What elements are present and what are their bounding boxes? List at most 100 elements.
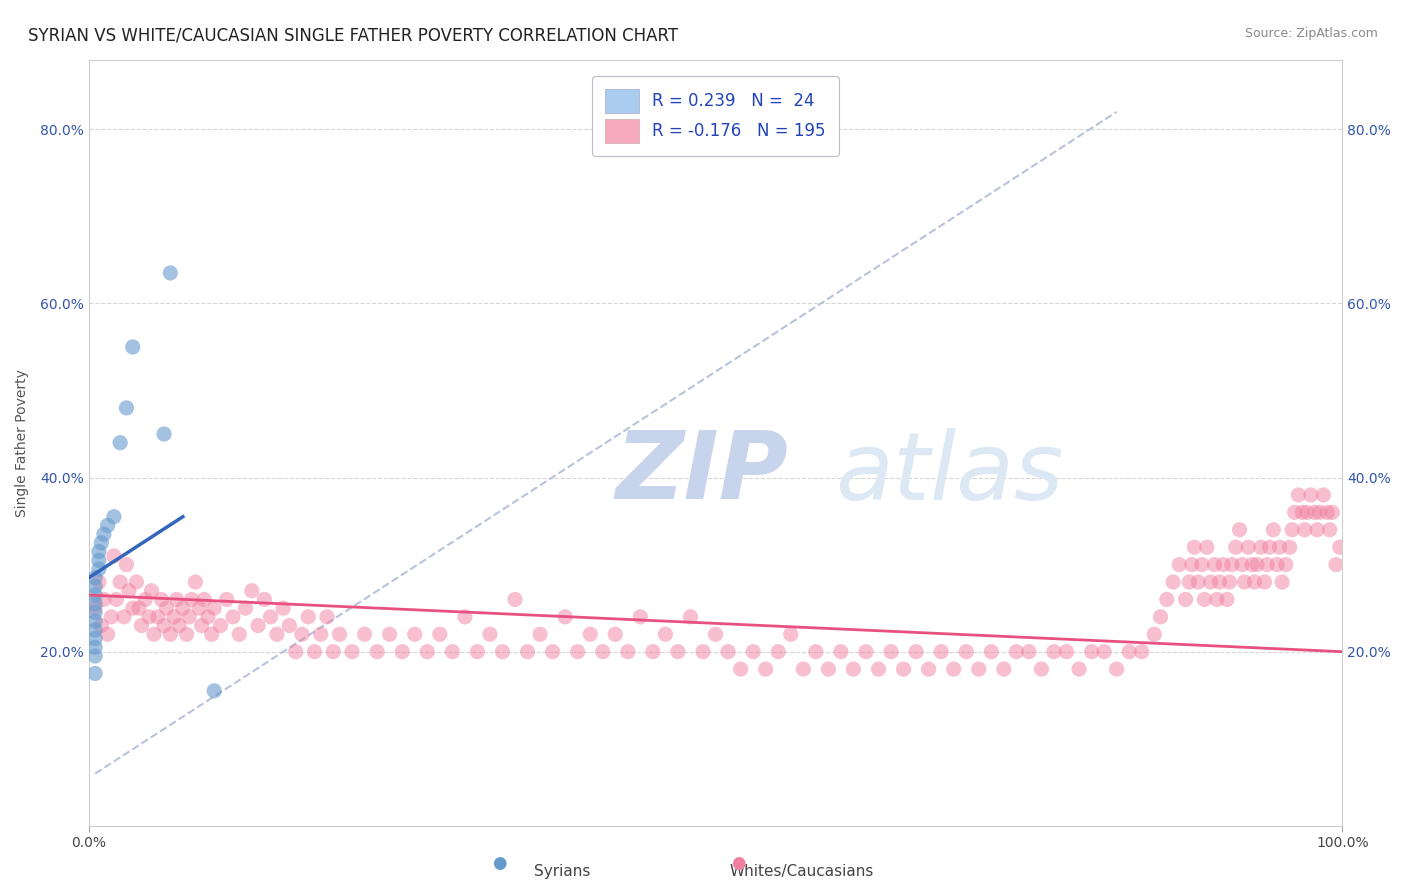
Point (159, 266, 181, 280)
Text: ●: ● (731, 855, 745, 872)
Point (1130, 645, 1153, 659)
Point (215, 592, 238, 607)
Point (84, 623, 107, 637)
Point (779, 627, 801, 641)
Point (1294, 523, 1316, 537)
Point (628, 610, 651, 624)
Point (654, 627, 676, 641)
Point (679, 610, 702, 624)
Point (184, 574, 207, 589)
Point (84, 606, 107, 620)
Point (235, 601, 257, 615)
Point (309, 627, 332, 641)
Point (1271, 574, 1294, 589)
Point (1206, 592, 1229, 607)
Point (1263, 523, 1285, 537)
Point (1299, 488, 1322, 502)
Point (917, 662, 939, 676)
Point (1309, 505, 1331, 519)
Point (1092, 645, 1115, 659)
Point (1256, 558, 1278, 572)
Point (1284, 505, 1306, 519)
Text: atlas: atlas (835, 428, 1063, 519)
Point (84, 571, 107, 585)
Point (125, 574, 148, 589)
Point (1258, 540, 1281, 554)
Point (87, 544, 110, 558)
Point (153, 618, 176, 632)
Point (84, 597, 107, 611)
Point (768, 645, 790, 659)
Point (730, 662, 752, 676)
Point (792, 662, 814, 676)
Point (105, 592, 128, 607)
Point (579, 627, 602, 641)
Point (153, 427, 176, 442)
Point (87, 553, 110, 567)
Point (378, 627, 401, 641)
Point (209, 618, 232, 632)
Point (115, 401, 138, 415)
Point (1220, 558, 1243, 572)
Point (1265, 558, 1288, 572)
Point (180, 592, 202, 607)
Point (1278, 540, 1301, 554)
Point (240, 583, 263, 598)
Point (1237, 540, 1260, 554)
Point (90, 618, 112, 632)
Point (84, 614, 107, 628)
Point (97, 518, 120, 533)
Point (980, 645, 1002, 659)
Point (1067, 662, 1090, 676)
Point (259, 610, 281, 624)
Point (112, 610, 135, 624)
Point (150, 592, 173, 607)
Point (138, 610, 160, 624)
Point (666, 645, 689, 659)
Point (967, 662, 990, 676)
Point (322, 645, 344, 659)
Point (1324, 558, 1347, 572)
Point (201, 627, 224, 641)
Point (1329, 540, 1351, 554)
Point (134, 592, 156, 607)
Point (222, 610, 245, 624)
Point (454, 610, 477, 624)
Point (100, 610, 122, 624)
Point (87, 562, 110, 576)
Point (755, 662, 778, 676)
Point (159, 627, 181, 641)
Point (429, 627, 451, 641)
Point (1194, 592, 1216, 607)
Point (84, 588, 107, 602)
Point (554, 610, 576, 624)
Point (97, 627, 120, 641)
Point (717, 645, 740, 659)
Point (441, 645, 464, 659)
Point (905, 645, 928, 659)
Point (641, 645, 664, 659)
Text: SYRIAN VS WHITE/CAUCASIAN SINGLE FATHER POVERTY CORRELATION CHART: SYRIAN VS WHITE/CAUCASIAN SINGLE FATHER … (28, 27, 678, 45)
Point (1212, 558, 1234, 572)
Legend: R = 0.239   N =  24, R = -0.176   N = 195: R = 0.239 N = 24, R = -0.176 N = 195 (592, 76, 839, 156)
Point (993, 662, 1015, 676)
Y-axis label: Single Father Poverty: Single Father Poverty (15, 368, 30, 516)
Point (404, 627, 426, 641)
Point (1268, 540, 1291, 554)
Point (1208, 574, 1230, 589)
Point (855, 645, 877, 659)
Point (1243, 574, 1265, 589)
Point (118, 583, 141, 598)
Point (328, 627, 350, 641)
Point (868, 662, 890, 676)
Point (880, 645, 903, 659)
Point (692, 645, 714, 659)
Point (1319, 523, 1341, 537)
Point (1056, 645, 1078, 659)
Point (278, 618, 301, 632)
Point (366, 645, 388, 659)
Point (103, 509, 125, 524)
Point (84, 632, 107, 646)
Point (197, 610, 219, 624)
Point (163, 610, 186, 624)
